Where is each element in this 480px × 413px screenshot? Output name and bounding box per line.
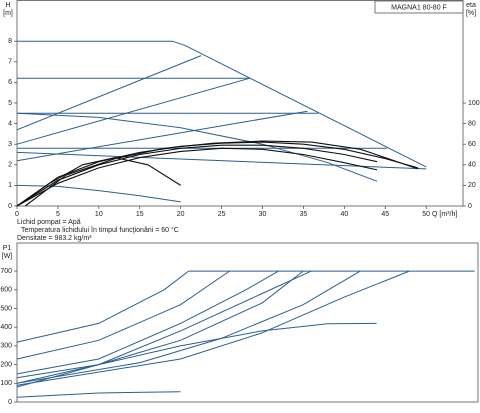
y-tick-label: 7 (8, 59, 12, 66)
y-tick-label: 8 (8, 38, 12, 45)
y-tick-label: 300 (0, 343, 12, 350)
x-tick-label: 50 (422, 211, 430, 218)
y-tick-label: 600 (0, 287, 12, 294)
y-unit: [W] (2, 253, 13, 260)
y-tick-label: 2 (8, 162, 12, 169)
note: Densitate = 983.2 kg/m³ (17, 235, 92, 242)
curve (16, 112, 378, 182)
curve (16, 77, 250, 145)
y-tick-label: 0 (8, 203, 12, 210)
y-tick-label: 400 (0, 324, 12, 331)
curve (24, 140, 419, 207)
y2-tick-label: 0 (468, 203, 472, 210)
curve (16, 391, 181, 398)
curve (16, 151, 427, 170)
y-tick-label: 200 (0, 361, 12, 368)
y-tick-label: 1 (8, 182, 12, 189)
y-label: H (5, 2, 10, 9)
curve (16, 270, 279, 375)
y-tick-label: 0 (8, 399, 12, 406)
curve (16, 322, 377, 384)
y-unit: [m] (3, 10, 13, 17)
x-tick-label: 30 (259, 211, 267, 218)
x-tick-label: 45 (381, 211, 389, 218)
note: Temperatura lichidului în timpul funcţio… (21, 226, 179, 234)
curve (16, 184, 181, 203)
y2-tick-label: 60 (468, 141, 476, 148)
y-tick-label: 3 (8, 141, 12, 148)
x-tick-label: 15 (136, 211, 144, 218)
y2-tick-label: 100 (468, 100, 480, 107)
x-tick-label: 40 (340, 211, 348, 218)
title-box (374, 0, 464, 14)
curve (16, 144, 378, 207)
x-tick-label: 5 (56, 211, 60, 218)
curve (16, 270, 230, 360)
y-tick-label: 500 (0, 305, 12, 312)
y2-label: eta (466, 2, 476, 9)
y-tick-label: 700 (0, 268, 12, 275)
curve (16, 270, 189, 343)
y-tick-label: 5 (8, 100, 12, 107)
y2-tick-label: 20 (468, 182, 476, 189)
y-tick-label: 100 (0, 380, 12, 387)
curve (16, 147, 378, 207)
curve (16, 55, 202, 131)
x-label: Q [m³/h] (432, 211, 457, 218)
x-tick-label: 10 (95, 211, 103, 218)
curve (16, 270, 410, 386)
bottom-plot-frame (16, 242, 479, 403)
y-tick-label: 6 (8, 79, 12, 86)
curve (16, 270, 304, 379)
y-tick-label: 4 (8, 120, 12, 127)
y2-unit: [%] (466, 10, 476, 17)
x-tick-label: 0 (15, 211, 19, 218)
x-tick-label: 35 (300, 211, 308, 218)
curve (16, 157, 181, 207)
curve (16, 270, 312, 388)
y2-tick-label: 40 (468, 162, 476, 169)
curve (17, 40, 427, 168)
y-label: P1 (3, 245, 12, 252)
y2-tick-label: 80 (468, 120, 476, 127)
note: Lichid pompat = Apă (17, 219, 81, 226)
curve (16, 110, 308, 162)
chart-title: MAGNA1 80-80 F (391, 4, 447, 11)
x-tick-label: 25 (218, 211, 226, 218)
x-tick-label: 20 (177, 211, 185, 218)
